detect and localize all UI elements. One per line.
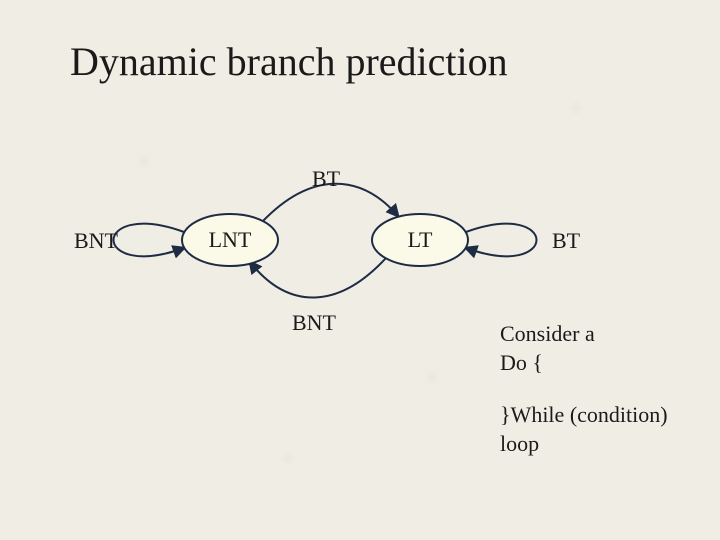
edge-label-bt-self: BT — [552, 228, 580, 254]
body-line-1: Consider a — [500, 320, 668, 349]
state-diagram-svg: LNT LT — [0, 0, 720, 540]
body-line-4: loop — [500, 430, 668, 459]
edge-bnt-bot — [250, 258, 386, 298]
node-label-lnt: LNT — [209, 227, 252, 252]
edge-label-bnt-self: BNT — [74, 228, 118, 254]
edge-label-bnt-bot: BNT — [292, 310, 336, 336]
body-line-2: Do { — [500, 349, 668, 378]
edge-label-bt-top: BT — [312, 166, 340, 192]
edge-bt-self — [466, 224, 537, 257]
body-text-block: Consider a Do { }While (condition) loop — [500, 320, 668, 458]
node-label-lt: LT — [408, 227, 433, 252]
edge-bnt-self — [114, 224, 185, 257]
slide: Dynamic branch prediction LNTLT BNT BT B… — [0, 0, 720, 540]
body-line-3: }While (condition) — [500, 401, 668, 430]
